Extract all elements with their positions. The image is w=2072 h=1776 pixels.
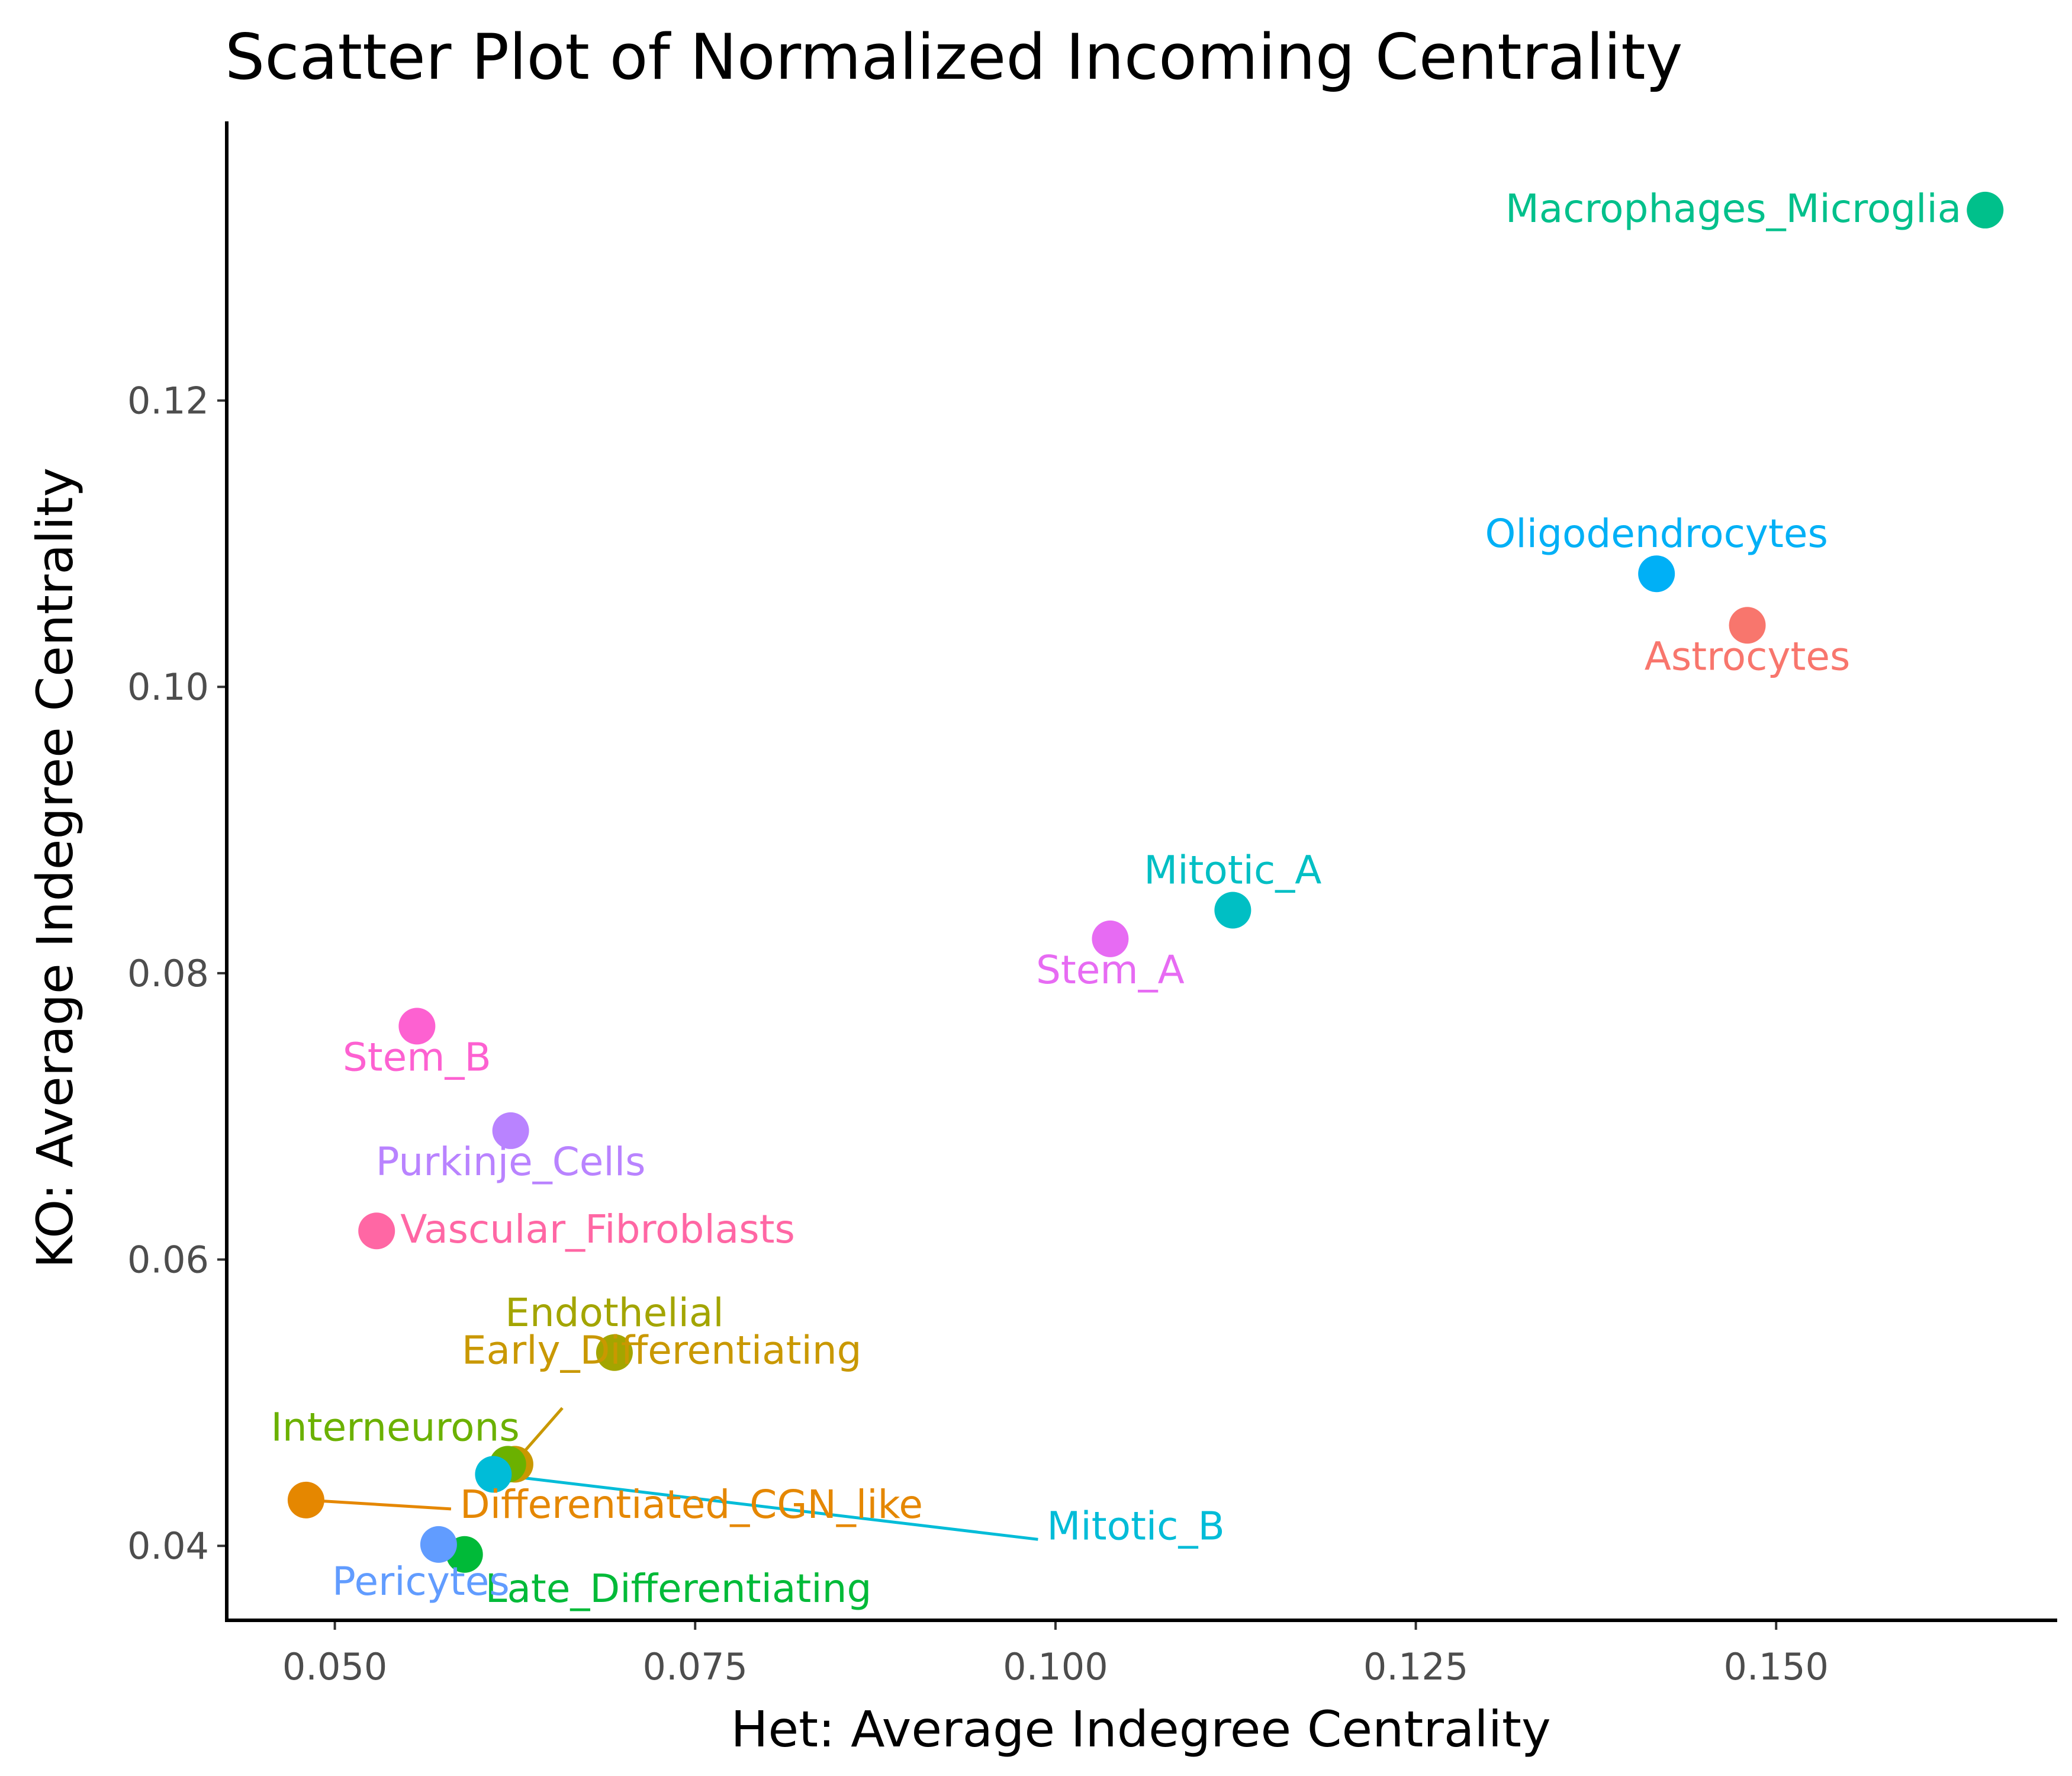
point-stem-a	[1092, 920, 1129, 957]
label-mitotic-b: Mitotic_B	[1047, 1503, 1224, 1549]
chart-title: Scatter Plot of Normalized Incoming Cent…	[225, 21, 1682, 94]
label-endothelial: Endothelial	[505, 1290, 724, 1336]
x-tick-label: 0.150	[1723, 1645, 1829, 1688]
point-purkinje-cells	[492, 1112, 529, 1149]
label-differentiated-cgn-like: Differentiated_CGN_like	[460, 1482, 923, 1527]
label-late-differentiating: Late_Differentiating	[485, 1566, 872, 1611]
x-tick-label: 0.075	[643, 1645, 748, 1688]
label-purkinje-cells: Purkinje_Cells	[376, 1139, 646, 1185]
point-labels: Astrocytes Differentiated_CGN_like Early_D…	[271, 186, 1961, 1611]
data-points	[287, 191, 2004, 1573]
point-oligodendrocytes	[1638, 555, 1675, 593]
label-stem-b: Stem_B	[343, 1034, 491, 1080]
y-tick-label: 0.06	[127, 1238, 209, 1282]
point-pericytes	[420, 1526, 457, 1563]
point-astrocytes	[1729, 607, 1766, 644]
y-tick-label: 0.04	[127, 1524, 209, 1568]
point-stem-b	[398, 1008, 436, 1045]
x-tick-label: 0.050	[282, 1645, 388, 1688]
x-axis-ticks: 0.050 0.075 0.100 0.125 0.150	[282, 1620, 1829, 1688]
label-vascular-fibroblasts: Vascular_Fibroblasts	[400, 1206, 795, 1252]
label-macrophages-microglia: Macrophages_Microglia	[1505, 186, 1961, 231]
y-axis-title: KO: Average Indegree Centrality	[26, 468, 84, 1269]
point-endothelial	[596, 1334, 633, 1371]
label-pericytes: Pericytes	[332, 1559, 510, 1604]
point-macrophages-microglia	[1967, 191, 2004, 229]
label-oligodendrocytes: Oligodendrocytes	[1485, 511, 1828, 556]
label-early-differentiating: Early_Differentiating	[462, 1327, 862, 1373]
point-vascular-fibroblasts	[358, 1212, 395, 1250]
connector-early-differentiating	[520, 1407, 564, 1457]
y-tick-label: 0.10	[127, 665, 209, 709]
label-stem-a: Stem_A	[1036, 947, 1185, 993]
connector-mitotic-b	[493, 1472, 1038, 1541]
y-tick-label: 0.12	[127, 379, 209, 423]
x-tick-label: 0.100	[1003, 1645, 1108, 1688]
label-interneurons: Interneurons	[271, 1404, 519, 1450]
point-mitotic-a	[1214, 892, 1251, 929]
label-connectors	[305, 1407, 1038, 1541]
y-tick-label: 0.08	[127, 952, 209, 995]
label-astrocytes: Astrocytes	[1645, 633, 1851, 679]
point-mitotic-b	[475, 1456, 512, 1493]
x-axis-title: Het: Average Indegree Centrality	[731, 1700, 1550, 1758]
point-differentiated-cgn-like	[287, 1481, 324, 1518]
label-mitotic-a: Mitotic_A	[1144, 848, 1321, 893]
y-axis-ticks: 0.04 0.06 0.08 0.10 0.12	[127, 379, 227, 1568]
connector-differentiated-cgn-like	[305, 1498, 452, 1511]
x-tick-label: 0.125	[1363, 1645, 1469, 1688]
